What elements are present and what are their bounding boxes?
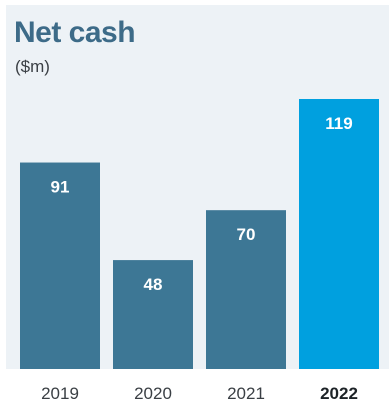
data-label-2022: 119 — [325, 114, 352, 133]
x-tick-label-2020: 2020 — [134, 384, 172, 403]
bar-2020 — [113, 260, 193, 369]
x-tick-label-2019: 2019 — [41, 384, 79, 403]
x-tick-label-2021: 2021 — [227, 384, 265, 403]
chart-title: Net cash — [14, 16, 136, 49]
chart-unit-label: ($m) — [15, 57, 50, 76]
data-label-2019: 91 — [51, 178, 70, 197]
x-tick-label-2022: 2022 — [320, 384, 358, 403]
bar-2022 — [299, 99, 379, 369]
bar-2019 — [20, 162, 100, 369]
data-label-2020: 48 — [144, 275, 163, 294]
data-label-2021: 70 — [237, 225, 256, 244]
bar-2021 — [206, 210, 286, 369]
